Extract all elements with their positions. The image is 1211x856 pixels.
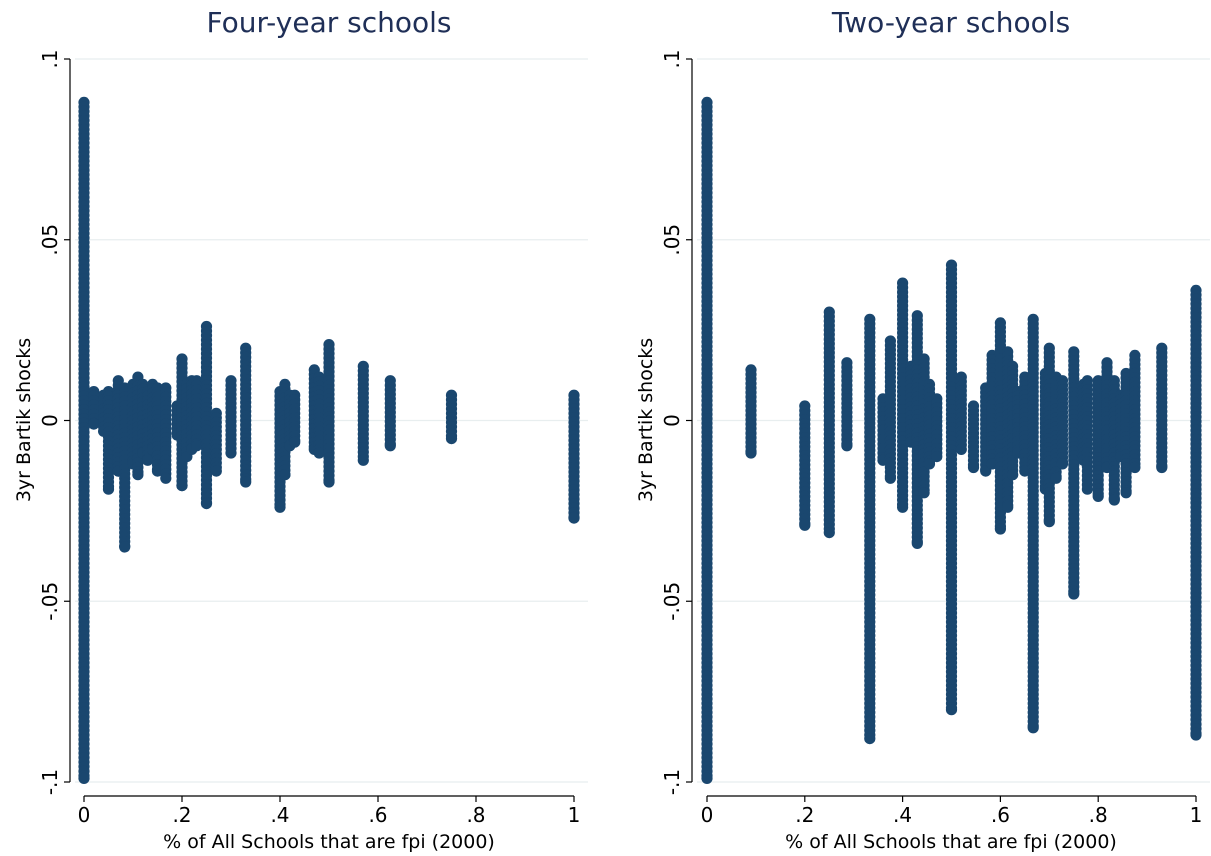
scatter-point	[701, 772, 713, 785]
axes: -.1 -.05 0 .05 .1 0 .2 .4 .6 .8 1	[38, 49, 580, 827]
y-tick-label: .1	[660, 49, 684, 68]
scatter-point	[1050, 472, 1062, 484]
scatter-point	[200, 498, 213, 510]
panel-two-year: Two-year schools -.1 -.05 0 .05 .1 0 .2 .4 .6 .8 1…	[635, 6, 1210, 853]
scatter-point	[384, 440, 396, 452]
scatter-point	[923, 458, 936, 470]
y-tick-label: .05	[38, 224, 62, 256]
axes: -.1 -.05 0 .05 .1 0 .2 .4 .6 .8 1	[660, 49, 1202, 827]
scatter-point	[313, 447, 325, 459]
scatter-point	[967, 461, 980, 474]
scatter-point	[955, 443, 967, 455]
scatter-point	[191, 440, 203, 452]
scatter-point	[176, 480, 188, 492]
x-tick-label: 0	[78, 803, 91, 827]
panel-four-year: Four-year schools -.1 -.05 0 .05 .1 0 .2 .4 .6 .8…	[13, 6, 588, 853]
scatter-point	[1081, 483, 1093, 495]
scatter-point	[1156, 461, 1168, 474]
x-tick-label: .4	[893, 803, 912, 827]
scatter-point	[119, 541, 131, 553]
scatter-point	[289, 436, 301, 448]
panel-title: Two-year schools	[831, 6, 1070, 39]
scatter-point	[918, 487, 930, 499]
scatter-point	[864, 733, 876, 745]
x-tick-label: .6	[368, 803, 387, 827]
scatter-point	[1108, 494, 1120, 506]
x-tick-label: 1	[568, 803, 581, 827]
y-axis-title: 3yr Bartik shocks	[13, 338, 35, 502]
scatter-point	[897, 501, 909, 513]
scatter-point	[1120, 487, 1132, 499]
scatter-points	[78, 96, 580, 785]
scatter-point	[357, 454, 369, 466]
scatter-point	[274, 501, 286, 513]
scatter-point	[78, 772, 90, 785]
scatter-point	[1129, 461, 1141, 474]
scatter-point	[1019, 465, 1031, 477]
scatter-point	[1068, 588, 1080, 600]
x-tick-label: .8	[466, 803, 485, 827]
scatter-point	[132, 469, 144, 481]
scatter-point	[911, 537, 923, 550]
scatter-points	[701, 96, 1202, 785]
y-tick-label: .1	[38, 49, 62, 68]
panel-title: Four-year schools	[206, 6, 451, 39]
scatter-point	[745, 447, 757, 459]
scatter-point	[88, 418, 100, 430]
x-tick-label: .8	[1089, 803, 1108, 827]
y-tick-label: -.05	[38, 582, 62, 621]
scatter-point	[1190, 729, 1202, 741]
scatter-point	[980, 465, 992, 477]
scatter-point	[210, 465, 222, 477]
y-tick-label: 0	[660, 414, 684, 427]
x-tick-label: .2	[172, 803, 191, 827]
y-tick-label: -.1	[660, 769, 684, 795]
scatter-point	[994, 523, 1007, 535]
scatter-point	[225, 447, 237, 459]
scatter-point	[931, 451, 943, 463]
scatter-point	[1056, 458, 1069, 470]
y-tick-label: -.1	[38, 769, 62, 795]
x-tick-label: 1	[1190, 803, 1203, 827]
scatter-point	[1007, 469, 1019, 481]
y-axis-title: 3yr Bartik shocks	[635, 338, 657, 502]
x-tick-label: 0	[701, 803, 714, 827]
scatter-point	[445, 433, 458, 445]
scatter-point	[841, 440, 853, 452]
y-tick-label: 0	[38, 414, 62, 427]
scatter-point	[102, 483, 115, 495]
x-tick-label: .2	[795, 803, 814, 827]
scatter-point	[884, 472, 897, 484]
scatter-point	[323, 476, 335, 488]
scatter-point	[1092, 490, 1104, 502]
scatter-point	[279, 469, 291, 481]
scatter-point	[1027, 722, 1039, 734]
scatter-point	[1043, 516, 1055, 528]
scatter-point	[568, 512, 580, 524]
scatter-point	[240, 476, 252, 488]
x-axis-title: % of All Schools that are fpi (2000)	[785, 831, 1117, 853]
y-tick-label: -.05	[660, 582, 684, 621]
scatter-point	[823, 527, 835, 539]
x-tick-label: .4	[270, 803, 289, 827]
scatter-point	[160, 472, 172, 484]
scatter-point	[1002, 501, 1014, 513]
scatter-point	[142, 454, 154, 466]
y-tick-label: .05	[660, 224, 684, 256]
x-axis-title: % of All Schools that are fpi (2000)	[163, 831, 495, 853]
x-tick-label: .6	[991, 803, 1010, 827]
scatter-point	[799, 519, 811, 531]
scatter-point	[945, 704, 958, 716]
